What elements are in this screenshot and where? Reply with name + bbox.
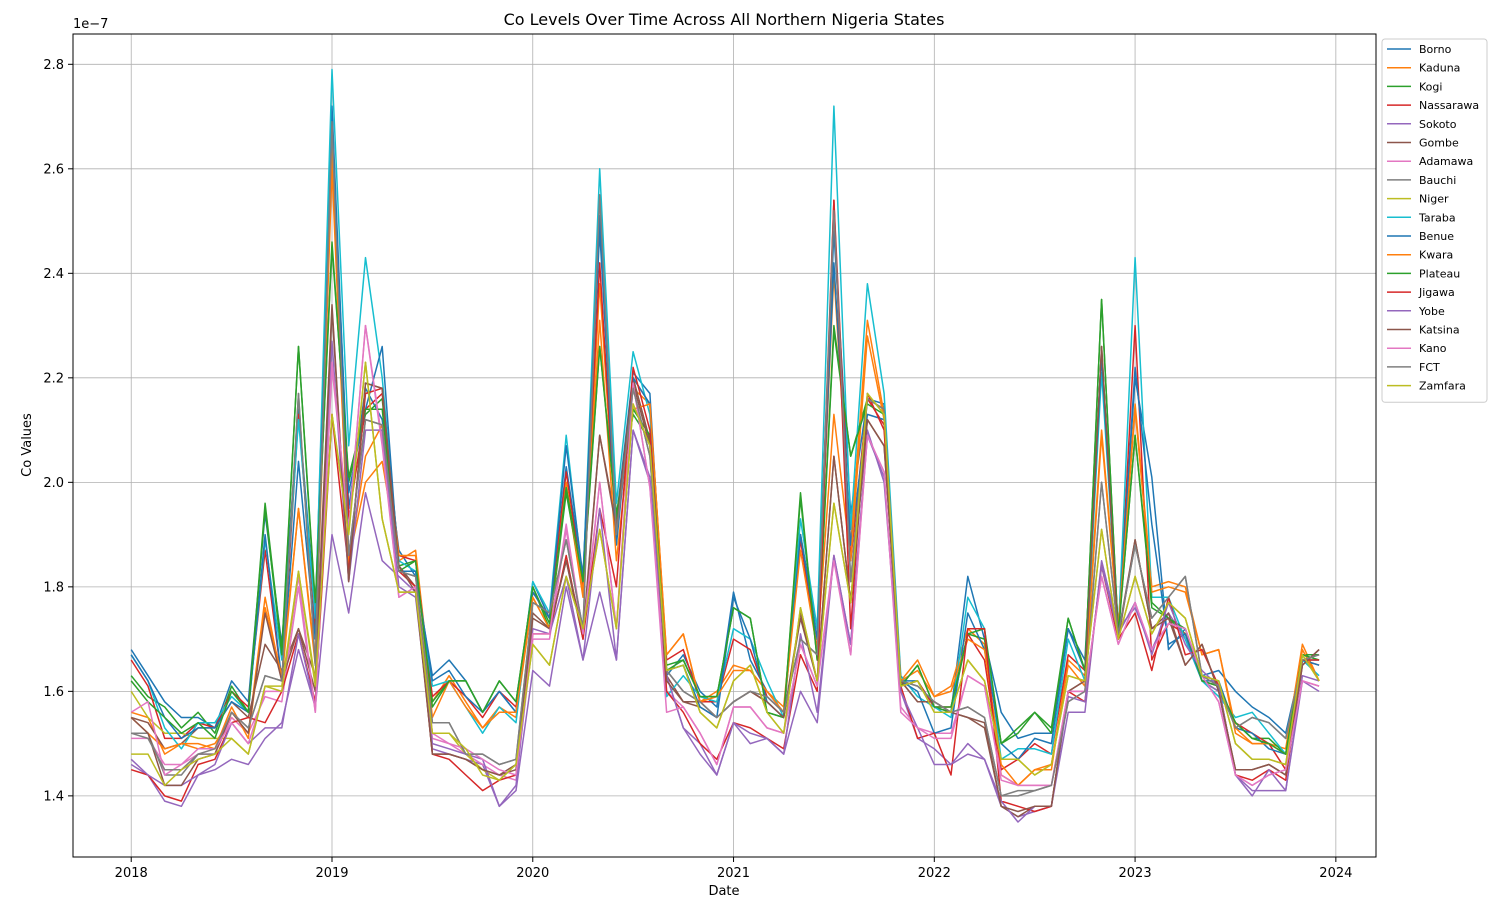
y-tick-label: 1.6 bbox=[43, 685, 64, 700]
legend: Borno Kaduna Kogi Nassarawa Sokoto Gombe Adama… bbox=[1381, 38, 1488, 403]
legend-label-adamawa: Adamawa bbox=[1419, 155, 1473, 168]
x-axis: 2018 2019 2020 2021 2022 2023 2024 bbox=[115, 857, 1352, 881]
legend-label-sokoto: Sokoto bbox=[1419, 118, 1457, 131]
series-lines bbox=[130, 68, 1320, 823]
legend-label-nassarawa: Nassarawa bbox=[1419, 99, 1479, 112]
y-tick-label: 1.8 bbox=[43, 580, 64, 595]
legend-label-fct: FCT bbox=[1419, 361, 1440, 374]
x-tick-label: 2020 bbox=[516, 866, 549, 881]
series-line-zamfara bbox=[131, 361, 1320, 787]
x-tick-label: 2019 bbox=[315, 866, 348, 881]
y-axis: 1.4 1.6 1.8 2.0 2.2 2.4 2.6 2.8 bbox=[43, 58, 73, 804]
y-tick-label: 1.4 bbox=[43, 789, 64, 804]
series-line-kano bbox=[130, 324, 1320, 787]
series-line-fct bbox=[130, 126, 1320, 797]
y-tick-label: 2.8 bbox=[43, 58, 64, 73]
chart-title: Co Levels Over Time Across All Northern … bbox=[504, 10, 945, 29]
legend-label-gombe: Gombe bbox=[1419, 137, 1459, 150]
legend-label-kaduna: Kaduna bbox=[1419, 62, 1460, 75]
legend-label-plateau: Plateau bbox=[1419, 267, 1460, 280]
legend-label-jigawa: Jigawa bbox=[1418, 286, 1455, 299]
y-tick-label: 2.6 bbox=[43, 162, 64, 177]
y-tick-label: 2.0 bbox=[43, 476, 64, 491]
x-tick-label: 2018 bbox=[115, 866, 148, 881]
series-line-kwara bbox=[130, 147, 1320, 787]
y-axis-label: Co Values bbox=[20, 413, 35, 477]
y-tick-label: 2.4 bbox=[43, 267, 64, 282]
plot-frame bbox=[72, 33, 1377, 858]
legend-label-bauchi: Bauchi bbox=[1419, 174, 1456, 187]
legend-label-yobe: Yobe bbox=[1418, 305, 1445, 318]
series-line-bauchi bbox=[131, 121, 1320, 797]
legend-label-benue: Benue bbox=[1419, 230, 1454, 243]
y-scale-multiplier: 1e−7 bbox=[73, 17, 108, 32]
x-tick-label: 2022 bbox=[918, 866, 951, 881]
legend-label-zamfara: Zamfara bbox=[1419, 380, 1466, 393]
x-axis-label: Date bbox=[708, 884, 739, 899]
legend-label-kwara: Kwara bbox=[1419, 249, 1453, 262]
x-tick-label: 2023 bbox=[1119, 866, 1152, 881]
series-line-taraba bbox=[130, 68, 1320, 761]
series-line-plateau bbox=[130, 246, 1320, 755]
legend-label-taraba: Taraba bbox=[1418, 211, 1456, 224]
legend-label-katsina: Katsina bbox=[1419, 324, 1460, 337]
grid-lines bbox=[73, 34, 1376, 857]
x-tick-label: 2024 bbox=[1319, 866, 1352, 881]
legend-label-borno: Borno bbox=[1419, 43, 1452, 56]
x-tick-label: 2021 bbox=[717, 866, 750, 881]
legend-label-kano: Kano bbox=[1419, 342, 1447, 355]
legend-label-niger: Niger bbox=[1419, 193, 1449, 206]
y-tick-label: 2.2 bbox=[43, 371, 64, 386]
legend-label-kogi: Kogi bbox=[1419, 80, 1442, 93]
